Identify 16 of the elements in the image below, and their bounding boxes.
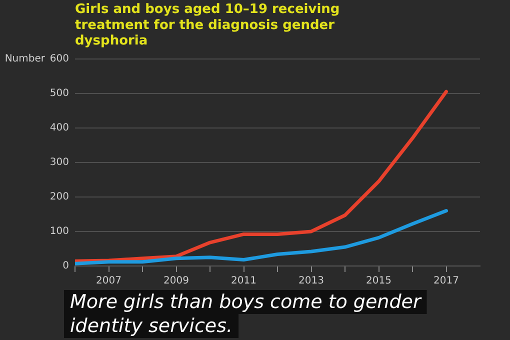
x-tick-label: 2015 (366, 276, 392, 287)
x-tick-label: 2011 (231, 276, 256, 287)
x-tick-label: 2007 (96, 276, 122, 287)
chart-title: Girls and boys aged 10–19 receiving treatment for the diagnosis gender dysphoria (75, 2, 340, 48)
y-tick-label: 300 (50, 156, 69, 168)
x-tick-label: 2017 (434, 276, 459, 287)
x-tick-label: 2009 (164, 276, 189, 287)
y-tick-label: 400 (50, 122, 69, 134)
text: More girls than boys come to gender identity services. (70, 290, 422, 337)
y-tick-label: 100 (50, 226, 69, 238)
y-axis-title: Number (4, 53, 46, 64)
y-tick-label: 500 (50, 88, 69, 99)
y-tick-label: 0 (62, 260, 69, 272)
y-tick-label: 200 (50, 192, 69, 203)
x-tick-label: 2013 (298, 276, 324, 287)
y-tick-label: 600 (50, 53, 69, 64)
